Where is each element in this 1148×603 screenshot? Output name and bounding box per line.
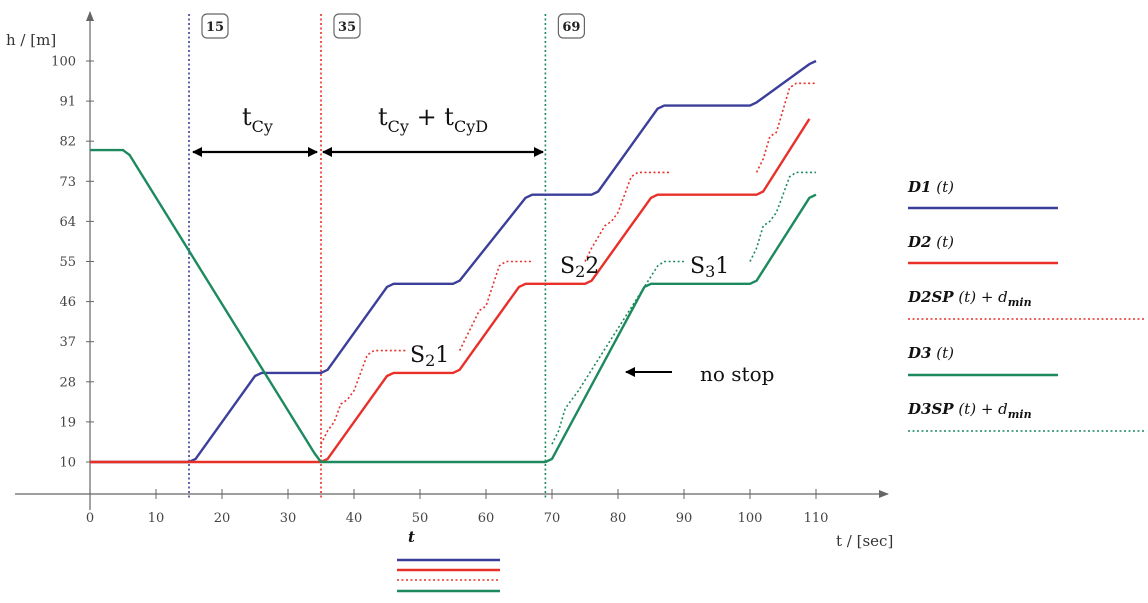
- x-ticks: 0 10 20 30 40 50 60 70 80 90 100 110: [86, 489, 829, 526]
- x-tick-label-80: 80: [610, 511, 627, 526]
- x-tick-label-100: 100: [738, 511, 763, 526]
- y-tick-label-100: 100: [51, 55, 76, 70]
- legend-d1-label: D1 (t): [907, 178, 954, 196]
- y-tick-label-37: 37: [59, 335, 76, 350]
- series-2-line-3: [755, 82, 816, 173]
- marker-box-69: 69: [557, 13, 586, 39]
- y-tick-label-19: 19: [59, 415, 76, 430]
- series-layer: [90, 59, 817, 464]
- tcy-label: tCy: [242, 103, 273, 136]
- legend: D1 (t) D2 (t) D2SP (t) + dmin D3 (t) D3S…: [907, 178, 1146, 432]
- vertical-markers: 15 35 69: [188, 13, 586, 500]
- series-0-line: [90, 59, 817, 464]
- y-tick-label-73: 73: [59, 175, 76, 190]
- x-tick-label-20: 20: [214, 511, 231, 526]
- legend-d2-label: D2 (t): [907, 233, 954, 251]
- marker-label-35: 35: [338, 20, 356, 35]
- y-axis-label: h / [m]: [6, 31, 56, 49]
- series-2-line-0: [320, 349, 407, 445]
- x-tick-label-30: 30: [280, 511, 297, 526]
- x-tick-label-70: 70: [544, 511, 561, 526]
- x-tick-label-110: 110: [804, 511, 829, 526]
- tcyd-label: tCy + tCyD: [378, 103, 488, 136]
- y-tick-label-28: 28: [59, 375, 76, 390]
- series-4-line-1: [749, 171, 816, 262]
- y-tick-label-64: 64: [59, 215, 76, 230]
- x-tick-label-10: 10: [148, 511, 165, 526]
- series-2-line-2: [584, 171, 671, 262]
- no-stop-label: no stop: [700, 362, 774, 386]
- legend-d2sp-label: D2SP (t) + dmin: [907, 288, 1032, 309]
- y-tick-label-46: 46: [59, 295, 76, 310]
- legend-d3-label: D3 (t): [907, 344, 954, 362]
- marker-label-69: 69: [562, 20, 580, 35]
- y-tick-label-55: 55: [59, 255, 76, 270]
- marker-box-35: 35: [333, 13, 361, 39]
- y-tick-label-91: 91: [59, 95, 76, 110]
- x-tick-label-40: 40: [346, 511, 363, 526]
- series-2-line-1: [458, 260, 533, 351]
- s21-label: S21: [410, 343, 449, 370]
- y-tick-label-10: 10: [59, 456, 76, 471]
- s31-label: S31: [690, 254, 729, 281]
- bottom-legend: t: [397, 528, 500, 593]
- s22-label: S22: [560, 254, 599, 281]
- bottom-legend-title: t: [408, 528, 415, 546]
- marker-label-15: 15: [206, 20, 224, 35]
- x-tick-label-0: 0: [86, 511, 94, 526]
- x-tick-label-60: 60: [478, 511, 495, 526]
- x-axis-label: t / [sec]: [836, 532, 893, 550]
- series-3-line: [90, 148, 817, 464]
- series-1-line: [90, 118, 811, 464]
- marker-box-15: 15: [201, 13, 229, 39]
- y-ticks: 10 19 28 37 46 55 64 73 82 91 100: [51, 55, 94, 471]
- x-tick-label-90: 90: [676, 511, 693, 526]
- legend-d3sp-label: D3SP (t) + dmin: [907, 400, 1032, 421]
- y-tick-label-82: 82: [59, 135, 76, 150]
- x-tick-label-50: 50: [412, 511, 429, 526]
- series-4-line-0: [551, 260, 684, 445]
